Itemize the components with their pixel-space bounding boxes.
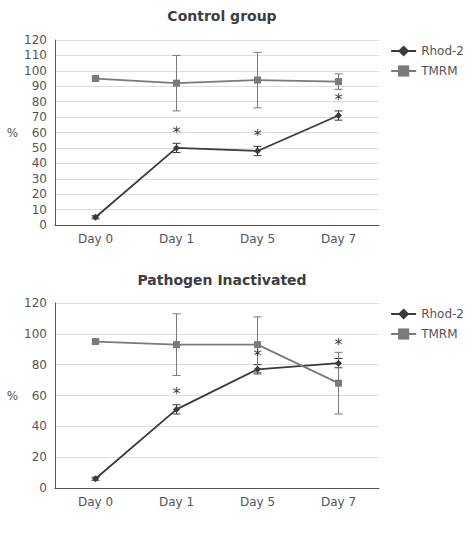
svg-text:Day 1: Day 1 (159, 495, 194, 509)
svg-text:120: 120 (24, 33, 47, 47)
svg-text:%: % (7, 389, 18, 403)
svg-text:60: 60 (32, 126, 47, 140)
svg-text:0: 0 (39, 218, 47, 232)
svg-text:Day 7: Day 7 (321, 232, 356, 246)
svg-text:%: % (7, 126, 18, 140)
svg-text:*: * (254, 126, 262, 145)
svg-text:70: 70 (32, 110, 47, 124)
svg-text:Day 1: Day 1 (159, 232, 194, 246)
svg-text:20: 20 (32, 450, 47, 464)
svg-text:0: 0 (39, 481, 47, 495)
svg-text:*: * (335, 335, 343, 354)
svg-text:*: * (254, 346, 262, 365)
svg-text:80: 80 (32, 95, 47, 109)
svg-text:Day 0: Day 0 (78, 232, 113, 246)
svg-text:Rhod-2: Rhod-2 (421, 307, 464, 321)
svg-text:20: 20 (32, 187, 47, 201)
svg-text:120: 120 (24, 296, 47, 310)
svg-text:40: 40 (32, 419, 47, 433)
svg-text:*: * (335, 90, 343, 109)
svg-text:30: 30 (32, 172, 47, 186)
svg-text:TMRM: TMRM (420, 327, 457, 341)
svg-text:TMRM: TMRM (420, 64, 457, 78)
svg-text:*: * (173, 384, 181, 403)
svg-text:*: * (173, 123, 181, 142)
svg-text:Pathogen Inactivated: Pathogen Inactivated (137, 272, 306, 288)
svg-text:80: 80 (32, 358, 47, 372)
svg-text:10: 10 (32, 203, 47, 217)
svg-text:Day 5: Day 5 (240, 495, 275, 509)
svg-text:Control group: Control group (167, 8, 276, 24)
svg-text:Day 0: Day 0 (78, 495, 113, 509)
svg-text:100: 100 (24, 64, 47, 78)
svg-text:Day 5: Day 5 (240, 232, 275, 246)
svg-text:40: 40 (32, 156, 47, 170)
svg-text:110: 110 (24, 48, 47, 62)
svg-text:60: 60 (32, 389, 47, 403)
svg-text:Rhod-2: Rhod-2 (421, 44, 464, 58)
svg-text:100: 100 (24, 327, 47, 341)
svg-text:Day 7: Day 7 (321, 495, 356, 509)
svg-text:50: 50 (32, 141, 47, 155)
svg-text:90: 90 (32, 79, 47, 93)
